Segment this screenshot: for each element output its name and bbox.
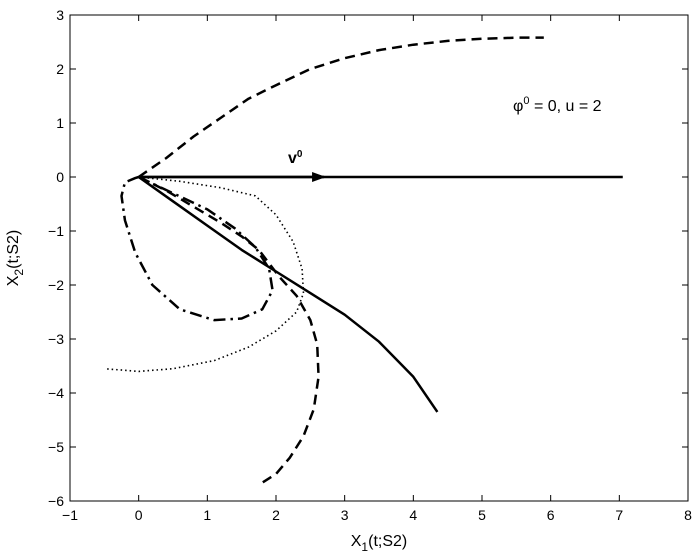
y-tick-label: −1 xyxy=(48,223,64,239)
params-rest: = 0, u = 2 xyxy=(530,98,602,115)
x-tick-label: 0 xyxy=(135,507,143,523)
x-axis-label-main: X xyxy=(351,533,362,550)
series-line-solid-1 xyxy=(137,175,439,413)
phi-superscript: 0 xyxy=(523,95,529,107)
series-line-dotted-5 xyxy=(104,176,305,373)
vector-v0-base: v xyxy=(288,150,297,167)
x-tick-label: 2 xyxy=(272,507,280,523)
y-tick-label: −5 xyxy=(48,439,64,455)
x-tick-label: 7 xyxy=(615,507,623,523)
x-tick-label: 4 xyxy=(409,507,417,523)
y-axis-label-subscript: 2 xyxy=(12,269,26,276)
axis-ticks: −1 0 1 2 3 4 5 6 7 8 −6 −5 −4 −3 −2 −1 0 1 2 3 xyxy=(48,7,692,523)
y-axis-label-main: X xyxy=(5,275,22,286)
x-axis-label-subscript: 1 xyxy=(361,540,368,554)
y-axis-label-rest: (t;S2) xyxy=(5,230,22,269)
series-line-dashdot-4 xyxy=(120,175,274,322)
vector-v0-superscript: 0 xyxy=(297,149,303,160)
x-axis-label: X1(t;S2) xyxy=(351,533,407,554)
params-annotation: φ0 = 0, u = 2 xyxy=(513,95,602,115)
y-axis-label: X2(t;S2) xyxy=(5,230,26,286)
series-line-dashed-2 xyxy=(137,36,544,179)
y-tick-label: −2 xyxy=(48,277,64,293)
y-tick-label: −6 xyxy=(48,493,64,509)
x-tick-label: 6 xyxy=(547,507,555,523)
x-tick-label: −1 xyxy=(62,507,78,523)
x-axis-label-rest: (t;S2) xyxy=(368,533,407,550)
phi-symbol: φ xyxy=(513,98,523,115)
y-tick-label: −3 xyxy=(48,331,64,347)
y-tick-label: 3 xyxy=(56,7,64,23)
plot-area-frame xyxy=(69,14,689,502)
x-tick-label: 8 xyxy=(684,507,692,523)
y-tick-label: −4 xyxy=(48,385,64,401)
x-tick-label: 1 xyxy=(203,507,211,523)
y-tick-label: 2 xyxy=(56,61,64,77)
y-tick-label: 1 xyxy=(56,115,64,131)
y-tick-label: 0 xyxy=(56,169,64,185)
x-tick-label: 3 xyxy=(341,507,349,523)
series-line-dashed-3 xyxy=(138,175,320,486)
x-tick-label: 5 xyxy=(478,507,486,523)
vector-v0-label: v0 xyxy=(288,149,303,167)
